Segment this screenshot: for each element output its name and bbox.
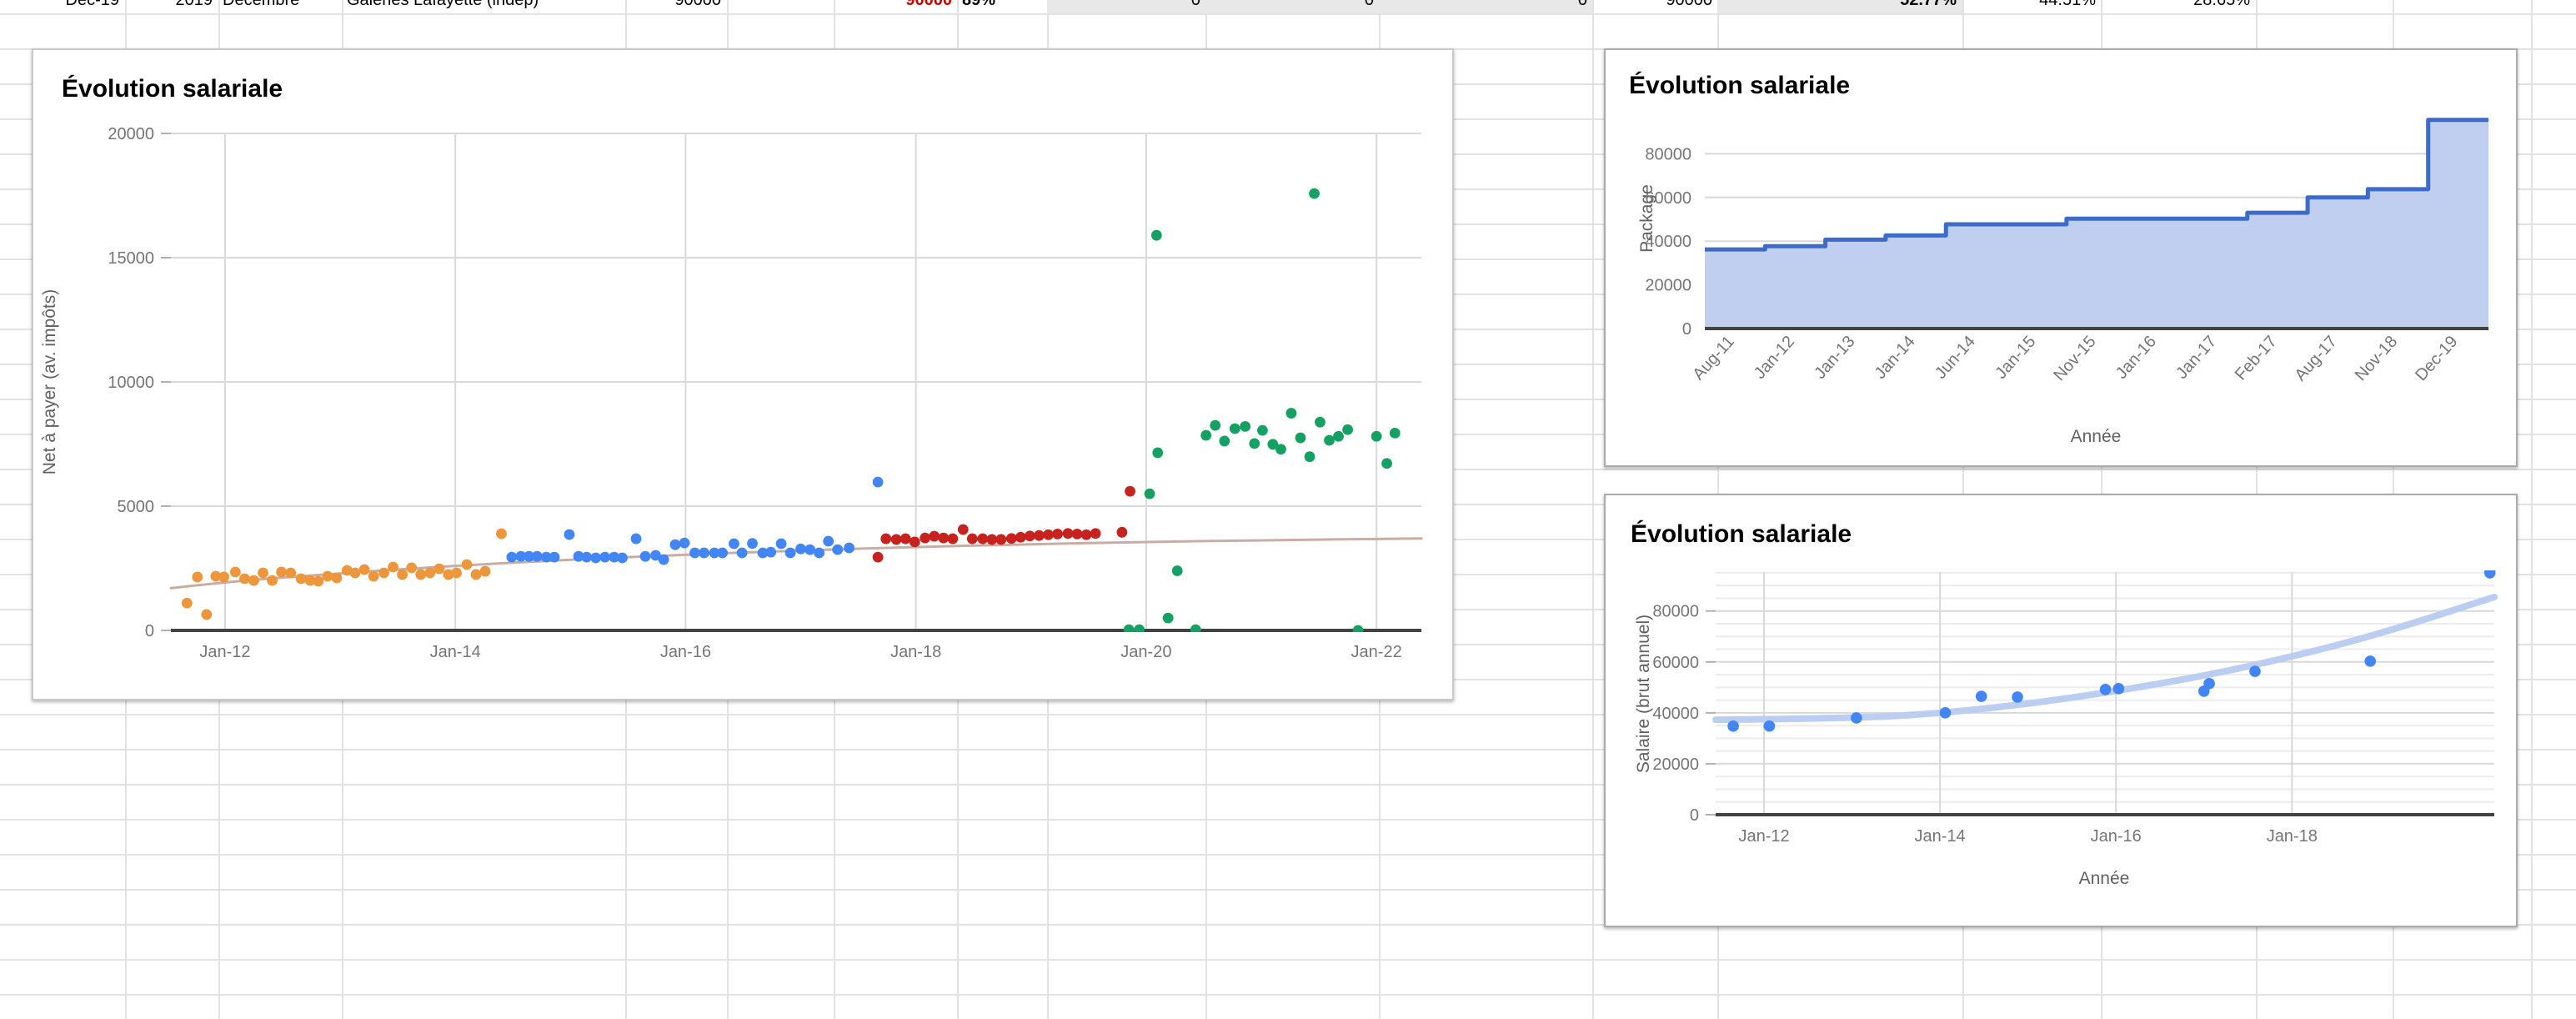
sheet-cell[interactable]: 0: [1379, 0, 1592, 13]
chart2-title: Évolution salariale: [1629, 72, 1851, 100]
chart1-title: Évolution salariale: [62, 75, 283, 103]
chart-card-package[interactable]: [1604, 48, 2518, 467]
chart3-title: Évolution salariale: [1631, 520, 1852, 549]
chart-card-net-a-payer[interactable]: [31, 48, 1453, 700]
sheet-row-line: [0, 853, 2576, 855]
sheet-row-line: [0, 923, 2576, 925]
sheet-column-line: [1592, 0, 1594, 1019]
sheet-cell[interactable]: Décembre: [223, 0, 300, 10]
chart2-y-axis-title: Package: [1637, 184, 1657, 253]
chart3-x-axis-title: Année: [2078, 869, 2130, 889]
sheet-cell[interactable]: 0: [1205, 0, 1379, 13]
sheet-row-line: [0, 888, 2576, 890]
sheet-cell[interactable]: Dec-19: [65, 0, 120, 10]
sheet-row-line: [0, 783, 2576, 785]
chart-card-salaire-brut[interactable]: [1604, 494, 2518, 927]
sheet-cell[interactable]: 90000: [674, 0, 721, 10]
chart3-y-axis-title: Salaire (brut annuel): [1634, 614, 1654, 774]
sheet-cell[interactable]: Galeries Lafayette (indep): [347, 0, 539, 10]
sheet-row-line: [0, 13, 2576, 14]
sheet-cell[interactable]: [726, 0, 833, 13]
sheet-cell[interactable]: 52.77%: [1717, 0, 1962, 13]
sheet-cell[interactable]: 90000: [905, 0, 952, 10]
sheet-cell[interactable]: 28.65%: [2193, 0, 2250, 10]
sheet-cell[interactable]: 44.51%: [2039, 0, 2096, 10]
sheet-cell[interactable]: 90000: [1666, 0, 1712, 10]
sheet-row-line: [0, 818, 2576, 820]
sheet-row-line: [0, 713, 2576, 715]
sheet-cell[interactable]: 0: [1047, 0, 1205, 13]
sheet-row-line: [0, 993, 2576, 995]
sheet-row-line: [0, 748, 2576, 750]
chart2-x-axis-title: Année: [2070, 427, 2122, 447]
sheet-row-line: [0, 958, 2576, 960]
sheet-cell[interactable]: 89%: [962, 0, 996, 10]
sheet-column-line: [2531, 0, 2533, 1019]
chart1-y-axis-title: Net à payer (av. impôts): [40, 289, 60, 475]
sheet-cell[interactable]: 2019: [175, 0, 213, 10]
